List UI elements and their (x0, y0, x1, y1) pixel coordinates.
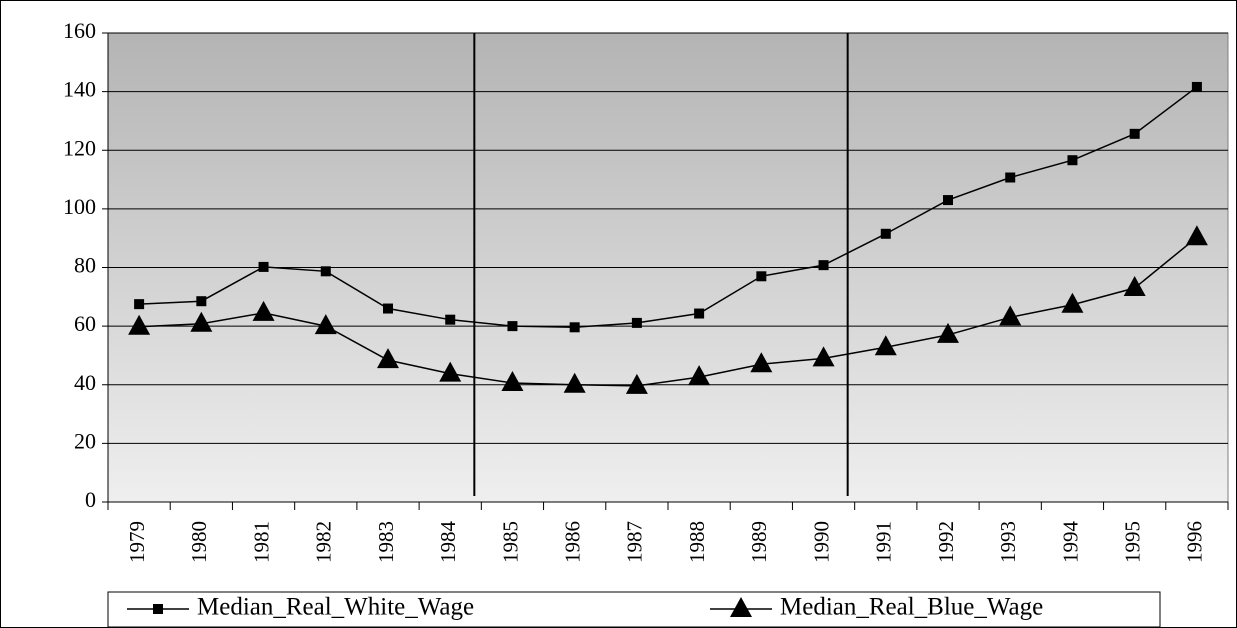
point (880, 228, 891, 239)
point (943, 195, 953, 206)
x-tick-label: 1985 (498, 521, 522, 563)
point (756, 271, 767, 282)
point (1129, 128, 1140, 139)
point (563, 372, 586, 393)
y-tick-label: 20 (74, 428, 96, 453)
x-tick-label: 1995 (1120, 521, 1144, 563)
point (439, 361, 462, 382)
x-tick-label: 1983 (374, 521, 398, 563)
point (874, 335, 897, 356)
y-tick-label: 140 (63, 77, 96, 102)
point (445, 314, 456, 325)
point (999, 305, 1022, 326)
point (818, 260, 829, 271)
point (134, 299, 145, 310)
legend-label: Median_Real_White_Wage (197, 594, 474, 621)
x-tick-label: 1991 (872, 521, 896, 563)
point (694, 308, 705, 319)
point (1061, 292, 1084, 313)
series-line (139, 86, 1198, 329)
x-tick-label: 1984 (436, 521, 460, 564)
y-tick-label: 160 (63, 18, 96, 43)
point (688, 365, 711, 386)
x-tick-label: 1986 (560, 521, 584, 563)
x-tick-label: 1989 (747, 521, 771, 563)
x-tick-label: 1980 (187, 521, 211, 563)
x-tick-label: 1981 (249, 521, 273, 563)
x-tick-label: 1990 (809, 521, 833, 563)
point (501, 370, 524, 391)
x-tick-label: 1993 (996, 521, 1020, 563)
point (750, 352, 773, 373)
point (1123, 276, 1146, 297)
x-tick-label: 1992 (934, 521, 958, 563)
point (190, 311, 213, 332)
point (1191, 81, 1202, 92)
y-tick-label: 60 (74, 311, 96, 336)
y-tick-label: 0 (85, 487, 96, 512)
point (314, 314, 337, 335)
point (569, 322, 580, 333)
point (1005, 172, 1016, 183)
point (1067, 155, 1078, 166)
y-tick-label: 100 (63, 194, 96, 219)
point (507, 321, 518, 332)
point (252, 300, 275, 321)
x-tick-label: 1996 (1183, 521, 1207, 563)
y-tick-label: 40 (74, 370, 96, 395)
y-tick-label: 80 (74, 253, 96, 278)
legend-label: Median_Real_Blue_Wage (780, 594, 1043, 621)
point (631, 317, 642, 328)
x-tick-label: 1988 (685, 521, 709, 563)
point (625, 373, 648, 394)
point (258, 261, 269, 272)
point (128, 314, 151, 335)
point (377, 348, 399, 369)
point (383, 303, 393, 314)
point (320, 266, 331, 277)
legend-marker (730, 597, 752, 617)
x-tick-label: 1987 (623, 521, 647, 563)
legend-marker (153, 604, 163, 614)
point (1185, 225, 1208, 246)
x-tick-label: 1982 (312, 521, 336, 563)
series-line (139, 236, 1198, 387)
x-tick-label: 1979 (125, 521, 149, 563)
y-tick-label: 120 (63, 135, 96, 160)
x-tick-label: 1994 (1058, 521, 1082, 564)
legend (107, 591, 1161, 628)
point (937, 322, 959, 343)
point (196, 296, 207, 307)
point (812, 346, 835, 367)
